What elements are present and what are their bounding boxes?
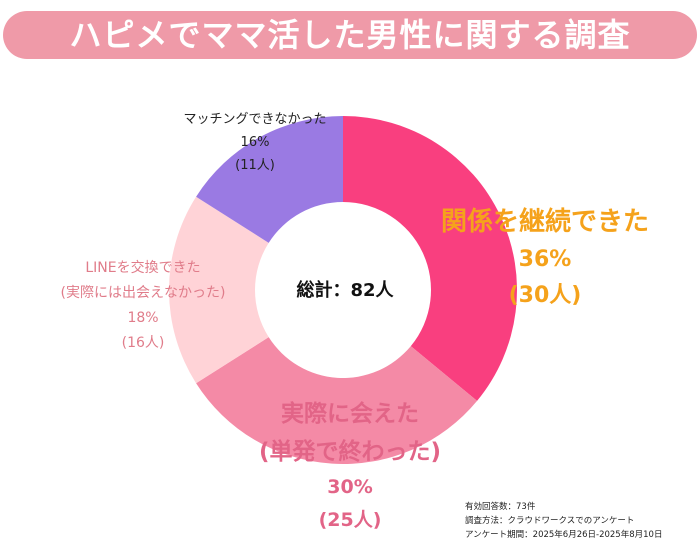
- slice-continue: [343, 116, 518, 401]
- slice-label-met-percent: 30%: [327, 476, 373, 498]
- slice-label-matching: マッチングできなかった 16% (11人): [155, 108, 355, 177]
- slice-label-matching-name: マッチングできなかった: [183, 112, 327, 127]
- slice-label-line-percent: 18%: [127, 310, 159, 326]
- center-total-label: 総計：82人: [296, 280, 394, 301]
- chart-title: ハピメでママ活した男性に関する調査: [69, 16, 631, 54]
- slice-label-line: LINEを交換できた (実際には出会えなかった) 18% (16人): [18, 256, 268, 356]
- slice-label-continue: 関係を継続できた 36% (30人): [410, 202, 680, 314]
- slice-label-line-count: (16人): [121, 335, 165, 351]
- slice-label-met: 実際に会えた (単発で終わった) 30% (25人): [195, 395, 505, 537]
- slice-label-met-name: 実際に会えた: [281, 401, 419, 427]
- survey-footnote: 有効回答数：73件 調査方法：クラウドワークスでのアンケート アンケート期間：2…: [465, 500, 695, 542]
- slice-label-matching-percent: 16%: [240, 135, 270, 150]
- footnote-responses: 有効回答数：73件: [465, 502, 536, 512]
- slice-label-continue-percent: 36%: [518, 247, 572, 272]
- slice-line: [169, 196, 269, 384]
- slice-met: [196, 337, 478, 464]
- footnote-method: 調査方法：クラウドワークスでのアンケート: [465, 516, 635, 526]
- slice-label-line-name: LINEを交換できた: [85, 260, 201, 276]
- title-banner: ハピメでママ活した男性に関する調査: [3, 11, 697, 59]
- slice-label-continue-count: (30人): [508, 283, 582, 308]
- footnote-period: アンケート期間：2025年6月26日-2025年8月10日: [465, 530, 663, 540]
- slice-matching: [196, 115, 343, 243]
- slice-label-met-count: (25人): [318, 509, 382, 531]
- slice-label-matching-count: (11人): [235, 158, 275, 173]
- slice-label-line-note: (実際には出会えなかった): [60, 285, 226, 301]
- slice-label-met-note: (単発で終わった): [258, 439, 442, 465]
- slice-label-continue-name: 関係を継続できた: [440, 207, 649, 237]
